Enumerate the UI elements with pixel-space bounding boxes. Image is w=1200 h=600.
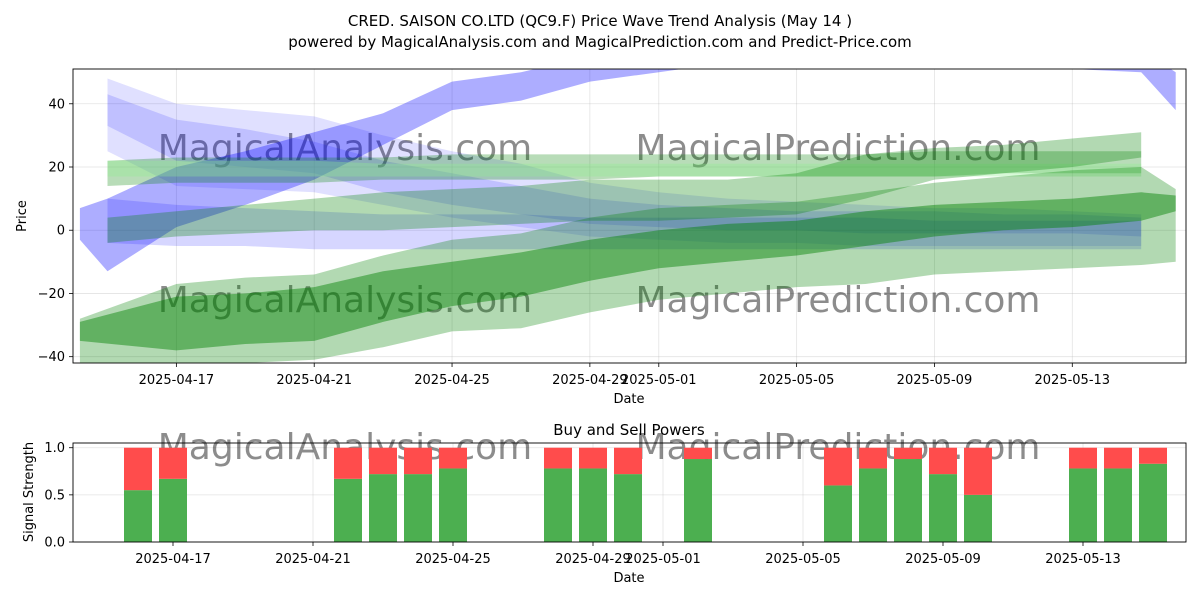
- sell-bar: [544, 447, 572, 469]
- signal-x-tick-label: 2025-05-05: [765, 552, 841, 567]
- wave-band-green-top: [107, 151, 1142, 186]
- price-y-ticks: −40 −20 0 20 40: [38, 97, 73, 365]
- price-y-label: Price: [15, 200, 30, 232]
- buy-bar: [124, 490, 152, 542]
- buy-bar: [1139, 463, 1167, 542]
- price-y-tick-label: 40: [48, 97, 65, 112]
- signal-y-tick-label: 0.0: [44, 536, 65, 551]
- signal-x-tick-label: 2025-04-17: [135, 552, 211, 567]
- signal-y-tick-label: 0.5: [44, 488, 65, 503]
- signal-plot-frame: [72, 442, 1187, 543]
- price-x-tick-label: 2025-05-13: [1035, 373, 1111, 388]
- watermark-right-lower: MagicalPrediction.com: [636, 280, 1041, 321]
- price-watermarks: MagicalAnalysis.com MagicalPrediction.co…: [158, 128, 1041, 321]
- signal-title: Buy and Sell Powers: [553, 421, 705, 439]
- wave-band-blue-main: [79, 69, 1176, 272]
- sell-bar: [684, 447, 712, 460]
- signal-bars: [124, 447, 1167, 542]
- buy-bar: [404, 474, 432, 542]
- signal-x-tick-label: 2025-04-29: [555, 552, 631, 567]
- sell-bar: [824, 447, 852, 486]
- sell-bar: [369, 447, 397, 475]
- buy-bar: [614, 474, 642, 542]
- sell-bar: [614, 447, 642, 475]
- sell-bar: [1104, 447, 1132, 469]
- wave-band-blue-mid: [107, 94, 1142, 237]
- sell-bar: [964, 447, 992, 495]
- signal-x-ticks: 2025-04-17 2025-04-21 2025-04-25 2025-04-29…: [135, 542, 1121, 567]
- price-x-tick-label: 2025-05-01: [621, 373, 697, 388]
- sell-bar: [894, 447, 922, 460]
- wave-band-green-bottom-wide: [79, 167, 1176, 363]
- price-y-tick-label: 0: [57, 224, 65, 239]
- price-plot-frame: [72, 68, 1187, 364]
- sell-bar: [1139, 447, 1167, 464]
- buy-bar: [439, 468, 467, 542]
- price-x-tick-label: 2025-04-29: [552, 373, 628, 388]
- watermark-left: MagicalAnalysis.com: [158, 128, 532, 169]
- price-x-label: Date: [613, 392, 644, 407]
- price-x-tick-label: 2025-05-09: [897, 373, 973, 388]
- price-x-tick-label: 2025-04-25: [414, 373, 490, 388]
- signal-x-tick-label: 2025-05-13: [1045, 552, 1121, 567]
- wave-band-green-rising-a: [107, 132, 1142, 243]
- buy-bar: [824, 485, 852, 542]
- sell-bar: [579, 447, 607, 469]
- price-x-ticks: 2025-04-17 2025-04-21 2025-04-25 2025-04-29…: [139, 363, 1110, 388]
- signal-y-label: Signal Strength: [22, 442, 37, 542]
- price-x-tick-label: 2025-04-17: [139, 373, 215, 388]
- price-x-tick-label: 2025-04-21: [276, 373, 352, 388]
- chart-title-line1: CRED. SAISON CO.LTD (QC9.F) Price Wave T…: [348, 12, 852, 30]
- buy-bar: [929, 474, 957, 542]
- signal-x-tick-label: 2025-04-21: [275, 552, 351, 567]
- buy-bar: [859, 468, 887, 542]
- price-y-tick-label: −20: [38, 287, 65, 302]
- price-wave-panel: MagicalAnalysis.com MagicalPrediction.co…: [15, 68, 1187, 407]
- sell-bar: [124, 447, 152, 491]
- signal-x-tick-label: 2025-04-25: [415, 552, 491, 567]
- sell-bar: [1069, 447, 1097, 469]
- buy-bar: [684, 459, 712, 542]
- watermark-right: MagicalPrediction.com: [636, 128, 1041, 169]
- watermark-left-lower: MagicalAnalysis.com: [158, 280, 532, 321]
- price-grid: [73, 69, 1186, 363]
- buy-bar: [579, 468, 607, 542]
- wave-band-blue-wide: [107, 78, 1142, 246]
- signal-y-ticks: 0.0 0.5 1.0: [44, 441, 73, 551]
- price-y-tick-label: 20: [48, 161, 65, 176]
- sell-bar: [159, 447, 187, 479]
- price-y-tick-label: −40: [38, 350, 65, 365]
- buy-bar: [1104, 468, 1132, 542]
- price-x-tick-label: 2025-05-05: [759, 373, 835, 388]
- wave-band-green-light-band: [107, 160, 1142, 177]
- buy-bar: [369, 474, 397, 542]
- sell-bar: [404, 447, 432, 475]
- signal-x-tick-label: 2025-05-01: [625, 552, 701, 567]
- wave-band-green-bottom-core: [79, 192, 1176, 351]
- buy-bar: [964, 494, 992, 542]
- signal-x-tick-label: 2025-05-09: [905, 552, 981, 567]
- buy-bar: [544, 468, 572, 542]
- buy-bar: [1069, 468, 1097, 542]
- sell-bar: [859, 447, 887, 469]
- sell-bar: [929, 447, 957, 475]
- sell-bar: [439, 447, 467, 469]
- signal-x-label: Date: [613, 571, 644, 586]
- buy-bar: [334, 478, 362, 542]
- chart-title-line2: powered by MagicalAnalysis.com and Magic…: [288, 33, 912, 51]
- signal-y-tick-label: 1.0: [44, 441, 65, 456]
- price-wave-bands: [79, 69, 1176, 363]
- buy-bar: [894, 459, 922, 542]
- buy-bar: [159, 478, 187, 542]
- wave-band-blue-low: [107, 198, 1142, 250]
- signal-panel: Buy and Sell Powers MagicalAnalysis.com …: [22, 421, 1187, 586]
- sell-bar: [334, 447, 362, 479]
